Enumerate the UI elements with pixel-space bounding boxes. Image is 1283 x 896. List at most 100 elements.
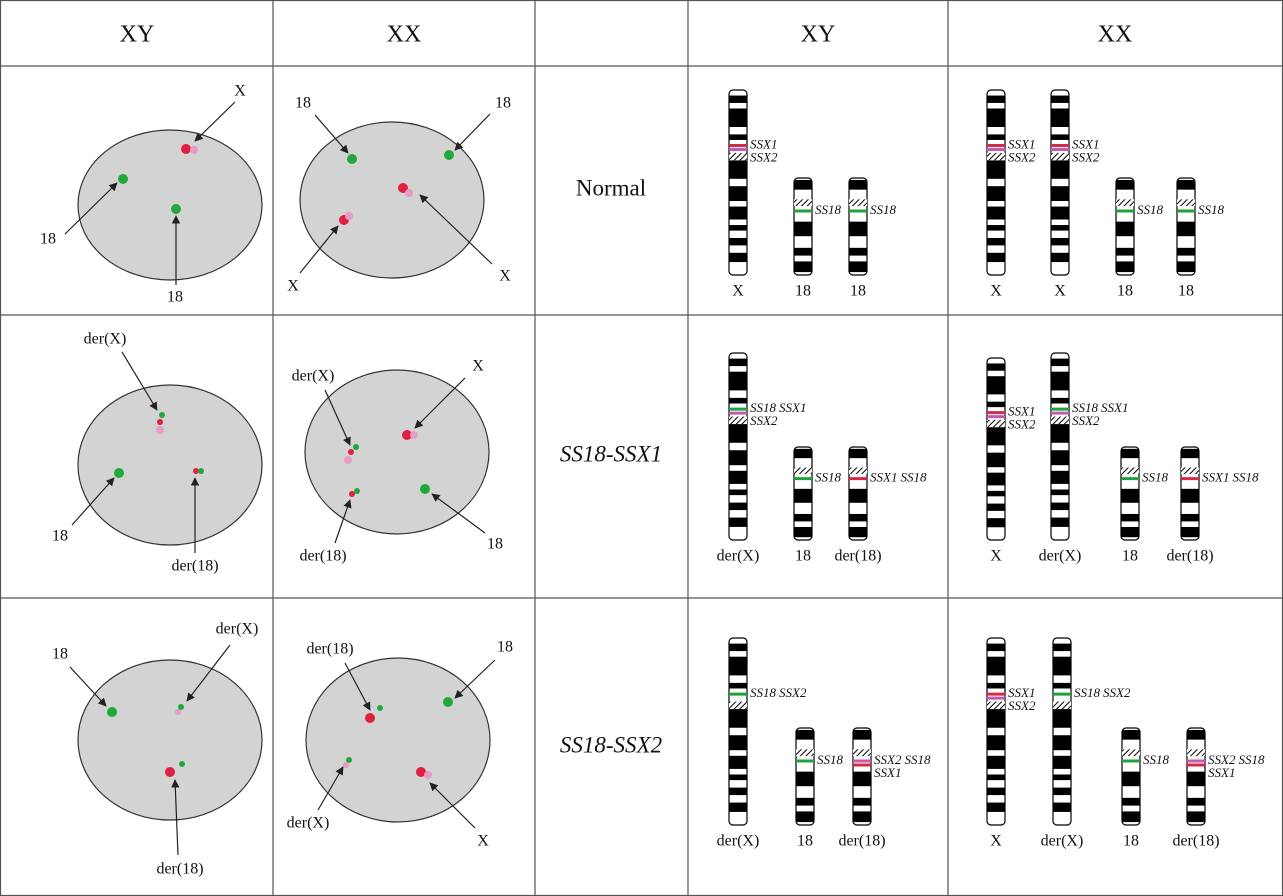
fish-signal [377,705,383,711]
chromosome-band [853,772,871,787]
chromosome-band [987,756,1005,769]
chromosome-band [794,261,812,272]
chromosome-band [729,134,747,140]
nucleus [306,658,490,822]
gene-label: SS18 [815,470,842,485]
gene-label: SS18 [1232,470,1259,485]
chromosome-band [987,709,1005,728]
signal-label: der(18) [306,641,353,658]
gene-label: SSX1 [1208,765,1235,780]
nucleus [78,385,262,545]
chromosome-band [987,803,1005,812]
signal-label: X [234,83,246,100]
fish-signal [198,468,204,474]
gene-label: SSX2 [1008,698,1036,713]
chromosome-band [849,180,867,190]
fish-signal [346,757,352,763]
chromosome-band [987,402,1005,407]
chromosome-band [729,225,747,231]
chromosome-band [1122,772,1140,787]
chromosome-band [987,775,1005,781]
chromosome-band [1051,417,1069,424]
gene-label: SS18 [1238,752,1265,767]
chromosome-label: X [1054,283,1066,300]
header-cell: XY [801,22,836,48]
chromosome-band [794,467,812,474]
chromosome-label: 18 [850,283,866,300]
fish-signal [410,431,418,439]
gene-label: SSX1 [874,765,901,780]
chromosome-band [1051,424,1069,443]
fish-signal [349,491,355,497]
chromosome-band [1051,518,1069,527]
signal-label: der(18) [156,861,203,878]
gene-label: SS18 [904,752,931,767]
chromosome-band [1121,449,1139,458]
chromosome-band [1181,449,1199,458]
fish-signal [424,771,432,779]
chromosome-band [1187,798,1205,806]
chromosome-band [1053,735,1071,750]
chromosome-band [1053,657,1071,676]
chromosome-band [794,222,812,237]
chromosome-band [1051,450,1069,465]
chromosome-label: der(18) [838,833,885,850]
header-cell: XY [120,22,155,48]
fish-signal [178,704,184,710]
pointer-arrow [455,660,495,698]
chromosome-band [1051,238,1069,245]
chromosome-band [1053,683,1071,689]
gene-label: SS18 [815,202,842,217]
row-label: SS18-SSX1 [560,441,662,466]
chromosome-band [1053,756,1071,769]
chromosome-band [1177,248,1195,256]
chromosome-band [987,134,1005,140]
chromosome-band [1051,207,1069,220]
fish-signal [348,449,354,455]
fish-signal [165,767,175,777]
gene-label: SSX2 [1072,413,1100,428]
chromosome-band [729,160,747,179]
signal-label: X [287,278,299,295]
fish-signal [190,146,198,154]
chromosome-band [849,489,867,503]
signal-label: 18 [52,528,68,545]
chromosome-band [987,491,1005,496]
row-label: SS18-SSX2 [560,732,662,757]
chromosome-band [1053,709,1071,728]
pointer-arrow [70,667,106,706]
chromosome-band [1053,788,1071,795]
nucleus [305,370,489,534]
gene-label: SS18 [1142,470,1169,485]
chromosome-band [1053,803,1071,812]
fish-signal [159,412,165,418]
chromosome-band [1116,261,1134,272]
chromosome-band [729,788,747,795]
chromosome-band [794,514,812,521]
chromosome-band [729,238,747,245]
fish-signal [175,709,181,715]
gene-label: SSX2 [1072,149,1100,164]
chromosome-band [729,398,747,404]
signal-label: 18 [40,231,56,248]
chromosome-band [1181,467,1199,474]
chromosome-band [729,657,747,676]
chromosome-label: X [990,283,1002,300]
chromosome-label: X [732,283,744,300]
chromosome-band [1181,514,1199,521]
chromosome-band [849,527,867,537]
chromosome-label: der(X) [717,548,760,565]
chromosome-band [1053,644,1071,651]
chromosome-band [1121,527,1139,537]
signal-label: 18 [52,646,68,663]
chromosome-band [987,207,1005,220]
chromosome-band [1051,160,1069,179]
chromosome-band [1051,471,1069,484]
chromosome-band [729,803,747,812]
fish-signal [343,762,349,768]
header-cell: XX [387,22,422,48]
fish-signal [171,204,181,214]
gene-label: SS18 [1198,202,1225,217]
fish-signal [344,456,352,464]
fish-signal [405,189,413,197]
